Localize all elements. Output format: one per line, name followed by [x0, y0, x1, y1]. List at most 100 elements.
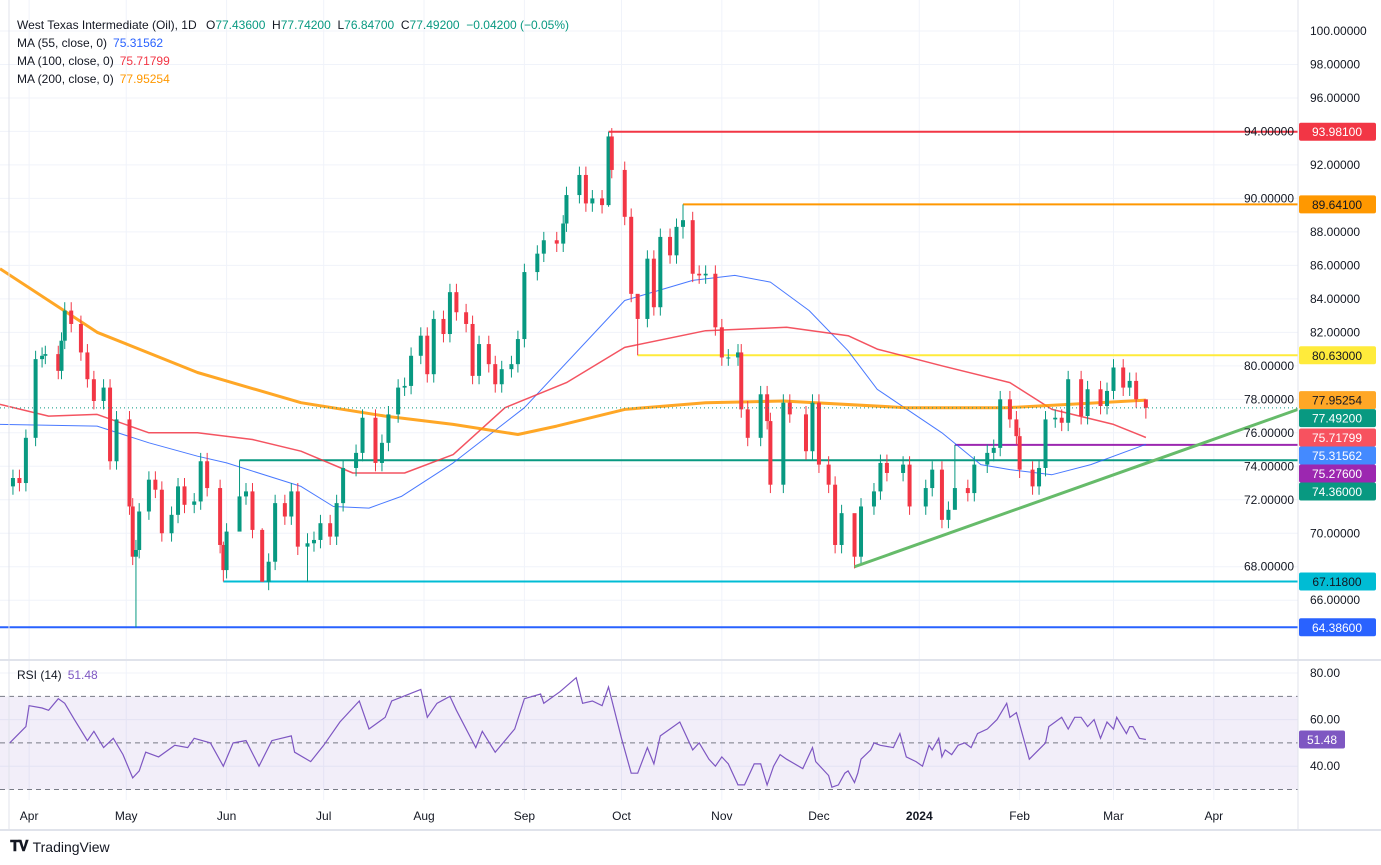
candle-body: [583, 174, 588, 204]
price-tick-label: 100.00000: [1310, 24, 1367, 38]
candle: [441, 310, 446, 343]
candle-body: [418, 335, 423, 356]
brand-name: TradingView: [32, 838, 110, 855]
price-label-bg: [1299, 618, 1376, 637]
candle: [218, 479, 223, 554]
candle-body: [23, 437, 28, 484]
price-label-text: 74.36000: [1312, 485, 1362, 499]
candle: [629, 208, 634, 303]
price-label-bg: [1299, 195, 1376, 214]
candle-body: [85, 352, 90, 380]
candle-body: [1066, 379, 1071, 423]
ma-line-2: [0, 267, 1146, 436]
candle: [33, 350, 38, 447]
price-label-text: 89.64100: [1312, 198, 1362, 212]
candle-body: [101, 387, 106, 401]
candle-body: [1085, 389, 1090, 417]
price-tick-label: 88.00000: [1310, 225, 1360, 239]
candle: [91, 370, 96, 410]
candle-body: [334, 503, 339, 537]
candle: [266, 553, 271, 591]
candle: [221, 541, 226, 582]
candle: [541, 231, 546, 263]
candle: [600, 190, 605, 214]
candle: [379, 434, 384, 472]
candle-body: [651, 258, 656, 308]
price-label-bg: [1299, 446, 1376, 465]
candle-body: [328, 523, 333, 537]
candle-body: [703, 273, 708, 276]
horizontal-levels[interactable]: [0, 130, 1298, 629]
candle: [360, 409, 365, 462]
grid: [0, 0, 1298, 800]
candle: [1111, 359, 1116, 400]
candle: [810, 394, 815, 460]
candle-body: [1143, 399, 1148, 408]
tradingview-branding[interactable]: 𝐓𝐕 TradingView: [10, 838, 110, 855]
candle-body: [674, 226, 679, 256]
close-key: C: [400, 18, 410, 32]
candle-body: [946, 509, 951, 520]
candle: [826, 456, 831, 494]
candle-body: [176, 486, 181, 515]
time-tick-label: Jun: [217, 809, 236, 823]
rsi-value-label: 51.48: [1299, 730, 1345, 749]
candle-body: [205, 461, 210, 489]
indicator-ma100[interactable]: MA (100, close, 0) 75.71799: [17, 52, 569, 70]
indicator-ma55[interactable]: MA (55, close, 0) 75.31562: [17, 34, 569, 52]
time-tick-label: Aug: [413, 809, 434, 823]
candle: [402, 377, 407, 396]
candle: [1134, 372, 1139, 408]
time-tick-label: Oct: [612, 809, 631, 823]
candle-body: [713, 273, 718, 328]
candle: [590, 190, 595, 212]
candle-body: [373, 417, 378, 463]
price-axis[interactable]: 66.00000 68.00000 70.00000 72.00000 74.00000…: [1244, 24, 1367, 773]
indicator-label: MA (55, close, 0): [17, 36, 108, 50]
indicator-ma200[interactable]: MA (200, close, 0) 77.95254: [17, 70, 569, 88]
candle-body: [17, 478, 22, 484]
candle-body: [493, 364, 498, 385]
candle-body: [1030, 469, 1035, 487]
candle: [907, 456, 912, 515]
candle: [651, 250, 656, 316]
time-tick-label: May: [115, 809, 138, 823]
candle-body: [930, 469, 935, 489]
price-label-77.49200: 77.49200: [1299, 409, 1376, 428]
candle-body: [78, 323, 83, 353]
time-axis[interactable]: Apr May Jun Jul Aug Sep Oct Nov Dec 2024 Feb Mar Apr: [20, 809, 1223, 823]
candle-body: [952, 488, 957, 510]
candle-body: [40, 355, 45, 360]
candle: [101, 379, 106, 410]
candle-body: [114, 419, 119, 462]
candle: [645, 250, 650, 328]
candle-body: [295, 491, 300, 547]
candle: [803, 406, 808, 460]
price-label-bg: [1299, 409, 1376, 428]
candle: [137, 503, 142, 559]
candle-body: [218, 488, 223, 545]
candle-body: [250, 491, 255, 530]
candle: [464, 303, 469, 333]
candle: [499, 360, 504, 393]
candle-body: [852, 513, 857, 557]
candle: [130, 498, 135, 566]
candle-body: [577, 174, 582, 196]
candle-body: [108, 387, 113, 462]
candle: [554, 231, 559, 252]
price-label-text: 75.31562: [1312, 449, 1362, 463]
candle-body: [833, 484, 838, 545]
price-label-77.95254: 77.95254: [1299, 391, 1376, 410]
rsi-legend[interactable]: RSI (14) 51.48: [17, 668, 98, 682]
candle: [493, 355, 498, 393]
candle-body: [33, 359, 38, 438]
candle: [409, 347, 414, 395]
candle: [1014, 411, 1019, 445]
candle-body: [739, 352, 744, 410]
trendline-support[interactable]: [854, 407, 1299, 569]
candle: [609, 128, 614, 179]
candle: [745, 400, 750, 447]
candle: [674, 218, 679, 264]
trendline[interactable]: [0, 407, 1299, 569]
